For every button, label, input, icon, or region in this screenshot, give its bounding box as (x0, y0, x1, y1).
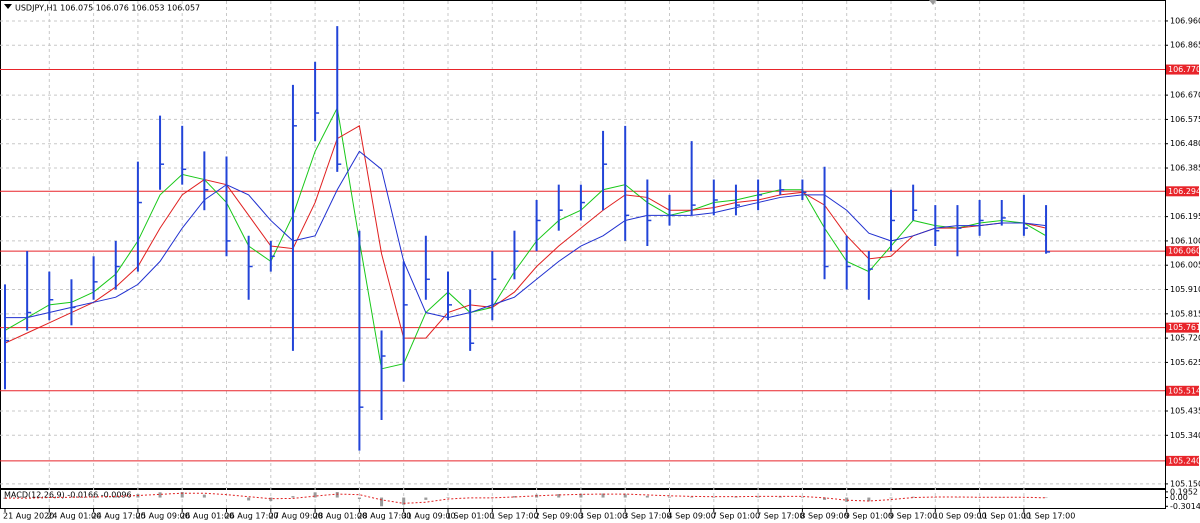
macd-panel-border (0, 489, 1166, 509)
x-tick-label: 9 Sep 17:00 (889, 512, 937, 521)
x-tick-label: 3 Sep 17:00 (623, 512, 671, 521)
x-tick-label: 26 Aug 01:00 (180, 512, 234, 521)
level-label-box (1166, 322, 1199, 333)
level-label-box (1166, 64, 1199, 75)
level-label: 105.514 (1168, 386, 1200, 395)
x-tick-label: 21 Aug 2020 (3, 512, 54, 521)
y-tick-label: 105.815 (1170, 309, 1200, 318)
level-label-box (1166, 186, 1199, 197)
x-tick-label: 2 Sep 09:00 (535, 512, 583, 521)
x-tick-label: 28 Aug 17:00 (357, 512, 411, 521)
y-tick-label: 106.100 (1170, 236, 1200, 245)
x-tick-label: 1 Sep 17:00 (490, 512, 538, 521)
macd-y-tick-label: -0.3014 (1170, 502, 1200, 511)
y-tick-label: 106.670 (1170, 91, 1200, 100)
y-tick-label: 105.150 (1170, 479, 1200, 488)
y-tick-label: 106.480 (1170, 139, 1200, 148)
x-tick-label: 27 Aug 09:00 (269, 512, 323, 521)
level-label-box (1166, 385, 1199, 396)
x-tick-label: 8 Sep 09:00 (800, 512, 848, 521)
y-tick-label: 106.005 (1170, 261, 1200, 270)
x-tick-label: 4 Sep 09:00 (668, 512, 716, 521)
y-tick-label: 106.865 (1170, 41, 1200, 50)
x-tick-label: 7 Sep 17:00 (756, 512, 804, 521)
x-tick-label: 11 Sep 17:00 (1022, 512, 1075, 521)
moving-average (5, 150, 1047, 319)
moving-average (4, 125, 1047, 344)
macd-signal (5, 492, 1047, 504)
x-tick-label: 26 Aug 17:00 (225, 512, 279, 521)
x-tick-label: 24 Aug 01:00 (47, 512, 101, 521)
x-tick-label: 24 Aug 17:00 (92, 512, 146, 521)
moving-average (4, 106, 1047, 370)
y-tick-label: 105.720 (1170, 334, 1200, 343)
level-label: 105.240 (1168, 456, 1200, 465)
x-tick-label: 1 Sep 01:00 (446, 512, 494, 521)
x-tick-label: 3 Sep 01:00 (579, 512, 627, 521)
y-tick-label: 105.435 (1170, 407, 1200, 416)
y-tick-label: 106.960 (1170, 16, 1200, 25)
y-tick-label: 105.340 (1170, 431, 1200, 440)
x-tick-label: 25 Aug 09:00 (136, 512, 190, 521)
level-label: 105.761 (1168, 323, 1200, 332)
y-tick-label: 105.625 (1170, 358, 1200, 367)
y-tick-label: 106.195 (1170, 212, 1200, 221)
macd-y-tick-label: 0.1952 (1170, 487, 1198, 496)
level-label: 106.060 (1168, 247, 1200, 256)
y-tick-label: 105.910 (1170, 285, 1200, 294)
x-tick-label: 7 Sep 01:00 (712, 512, 760, 521)
level-label-box (1166, 455, 1199, 466)
chart-title: USDJPY,H1 106.075 106.076 106.053 106.05… (15, 4, 200, 13)
y-tick-label: 106.385 (1170, 164, 1200, 173)
x-tick-label: 31 Aug 09:00 (402, 512, 456, 521)
level-label-box (1166, 246, 1199, 257)
y-tick-label: 106.575 (1170, 115, 1200, 124)
x-tick-label: 10 Sep 09:00 (933, 512, 986, 521)
macd-title: MACD(12,26,9) -0.0166 -0.0096 (4, 491, 132, 500)
macd-y-tick-label: 0.00 (1170, 493, 1188, 502)
level-label: 106.294 (1168, 187, 1200, 196)
x-tick-label: 28 Aug 01:00 (313, 512, 367, 521)
level-label: 106.770 (1168, 65, 1200, 74)
x-tick-label: 9 Sep 01:00 (845, 512, 893, 521)
x-tick-label: 11 Sep 01:00 (978, 512, 1031, 521)
main-panel-border (0, 0, 1166, 489)
symbol-menu-icon[interactable] (4, 4, 12, 9)
